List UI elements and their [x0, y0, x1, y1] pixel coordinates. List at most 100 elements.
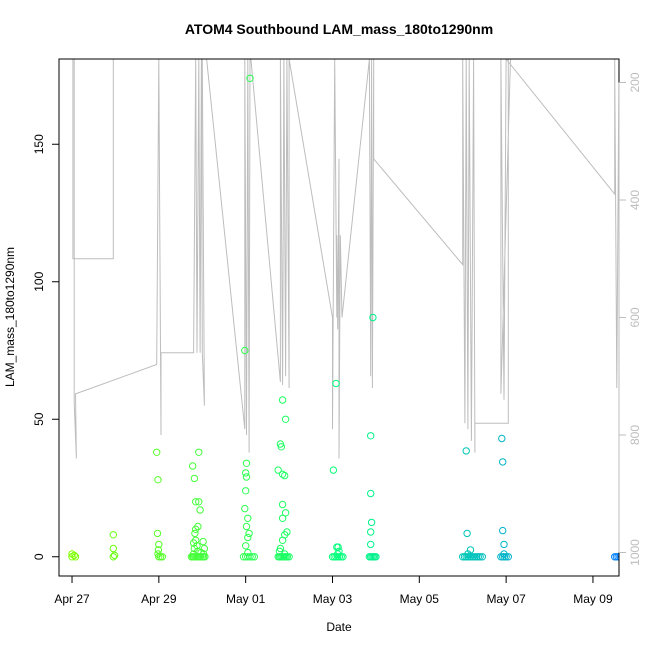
- data-point: [68, 553, 76, 561]
- data-point: [367, 540, 375, 549]
- data-point: [244, 548, 252, 557]
- data-point: [195, 448, 203, 456]
- data-point: [339, 553, 347, 561]
- data-point: [200, 544, 209, 553]
- data-point: [478, 553, 486, 561]
- x-tick-label: Apr 27: [54, 592, 90, 606]
- data-point: [191, 529, 199, 538]
- data-point: [154, 546, 163, 554]
- axes: Apr 27 Apr 29 May 01 May 03 May 05 May 07 May …: [32, 72, 642, 606]
- data-point: [332, 379, 340, 388]
- data-point: [367, 518, 376, 527]
- data-point: [248, 553, 256, 561]
- data-point: [199, 537, 207, 546]
- data-point: [194, 522, 202, 531]
- data-point: [242, 459, 251, 467]
- data-point: [502, 553, 510, 561]
- data-point: [616, 553, 619, 561]
- right-tick-label: 400: [628, 190, 642, 210]
- data-point: [189, 462, 197, 470]
- data-point: [367, 432, 375, 440]
- data-point: [110, 551, 119, 560]
- data-point: [190, 474, 199, 483]
- right-tick-label: 1000: [628, 539, 642, 566]
- data-point: [499, 458, 507, 466]
- data-point: [462, 447, 470, 455]
- data-point: [109, 544, 118, 553]
- x-tick-label: Apr 29: [141, 592, 177, 606]
- data-point: [153, 448, 161, 456]
- data-point: [278, 500, 287, 509]
- data-point: [246, 553, 254, 561]
- data-point: [274, 466, 282, 474]
- right-tick-label: 800: [628, 425, 642, 445]
- data-point: [367, 528, 375, 536]
- data-point: [250, 553, 259, 561]
- data-point: [245, 529, 253, 538]
- x-tick-label: May 05: [400, 592, 440, 606]
- data-point: [242, 522, 251, 531]
- x-tick-label: May 09: [573, 592, 613, 606]
- x-tick-label: May 07: [486, 592, 526, 606]
- y-tick-label: 0: [32, 553, 46, 560]
- chart-title: ATOM4 Southbound LAM_mass_180to1290nm: [185, 21, 493, 37]
- data-point: [620, 554, 626, 560]
- data-point: [334, 543, 342, 551]
- right-tick-label: 200: [628, 72, 642, 92]
- data-point: [242, 542, 250, 550]
- data-point: [281, 509, 290, 517]
- data-point: [278, 514, 287, 522]
- data-point: [196, 506, 204, 514]
- data-point: [372, 553, 380, 561]
- data-point: [278, 470, 287, 478]
- data-point: [466, 546, 475, 554]
- data-point: [244, 533, 252, 542]
- data-point: [70, 551, 78, 560]
- y-tick-label: 150: [32, 134, 46, 154]
- data-point: [153, 529, 162, 538]
- data-point: [498, 434, 506, 443]
- altitude-series: [72, 59, 619, 459]
- data-point: [367, 489, 375, 498]
- data-point: [281, 415, 290, 423]
- data-point: [71, 553, 80, 561]
- altitude-line: [72, 59, 619, 459]
- data-point: [278, 536, 287, 544]
- data-point: [154, 476, 162, 484]
- data-point: [278, 396, 287, 404]
- data-point: [285, 553, 293, 561]
- data-point: [241, 346, 249, 355]
- data-point: [241, 504, 249, 513]
- x-tick-label: May 01: [226, 592, 266, 606]
- data-point: [476, 553, 484, 561]
- x-tick-label: May 03: [313, 592, 353, 606]
- data-point: [463, 529, 471, 538]
- data-point: [242, 487, 250, 495]
- data-point: [277, 443, 285, 451]
- y-axis-label: LAM_mass_180to1290nm: [3, 247, 17, 387]
- data-point: [242, 473, 251, 481]
- data-point: [329, 466, 338, 474]
- data-point: [504, 553, 512, 561]
- data-point: [158, 553, 167, 561]
- right-tick-label: 600: [628, 307, 642, 327]
- data-point: [109, 553, 118, 561]
- data-point: [246, 74, 254, 83]
- data-point: [242, 469, 250, 477]
- data-point: [621, 508, 627, 514]
- data-point: [244, 514, 252, 522]
- data-point: [369, 313, 377, 322]
- data-point: [281, 471, 289, 480]
- mass-scatter-series: [68, 74, 627, 561]
- data-point: [109, 531, 118, 539]
- data-point: [195, 498, 203, 506]
- x-axis-label: Date: [326, 620, 352, 634]
- data-point: [192, 498, 200, 506]
- data-point: [500, 540, 508, 549]
- data-point: [617, 554, 619, 560]
- data-point: [499, 526, 507, 535]
- y-tick-label: 50: [32, 412, 46, 426]
- data-point: [155, 540, 163, 549]
- y-tick-label: 100: [32, 271, 46, 291]
